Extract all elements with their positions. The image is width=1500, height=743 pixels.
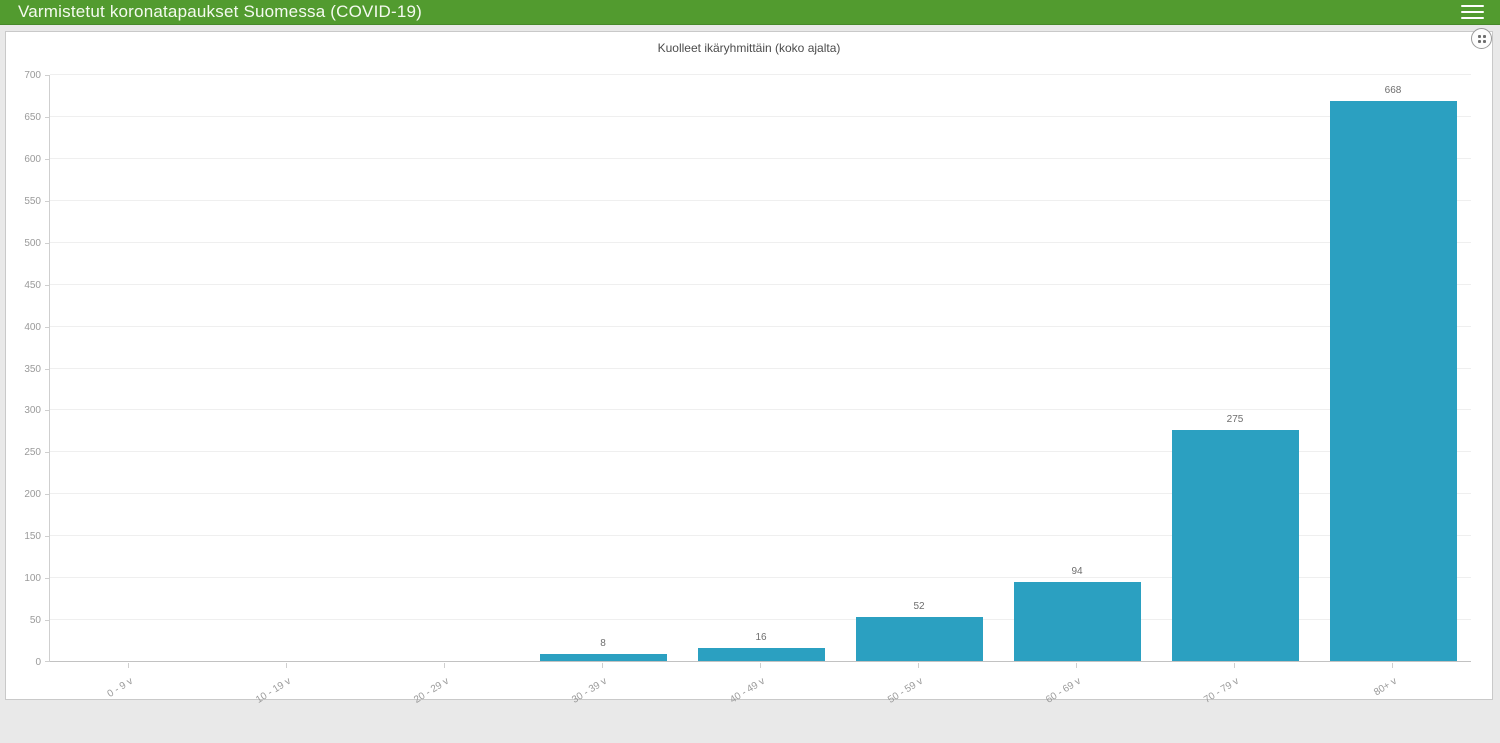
y-axis-tick [45, 536, 50, 538]
chart-card: Kuolleet ikäryhmittäin (koko ajalta) 0 50… [5, 28, 1493, 706]
x-axis-labels: 0 - 9 v 10 - 19 v 20 - 29 v 30 - 39 v 40 - 4… [49, 663, 1471, 706]
x-axis-tick-label: 80+ v [1372, 675, 1399, 699]
x-axis-tick-label: 0 - 9 v [105, 675, 135, 700]
bar-value-label: 16 [755, 631, 767, 643]
x-axis-tick-label: 40 - 49 v [728, 675, 767, 706]
x-axis-tick [918, 663, 919, 668]
y-axis-tick [45, 200, 50, 202]
y-axis-tick [45, 284, 50, 286]
x-axis-tick-label: 60 - 69 v [1044, 675, 1083, 706]
bar-80+v[interactable] [1329, 100, 1457, 661]
y-axis-tick [45, 158, 50, 160]
y-axis-tick-label: 250 [24, 447, 41, 459]
app-title: Varmistetut koronatapaukset Suomessa (CO… [18, 2, 423, 21]
plot-area: 8 16 52 94 275 668 [45, 74, 1471, 662]
y-axis-tick-label: 100 [24, 573, 41, 585]
y-axis-tick-label: 500 [24, 237, 41, 249]
y-axis-tick [45, 494, 50, 496]
x-axis-tick [602, 663, 603, 668]
bar-60-69v[interactable] [1013, 582, 1141, 661]
x-axis-tick [1076, 663, 1077, 668]
bar-value-label: 275 [1226, 414, 1244, 426]
y-axis-tick-label: 0 [35, 657, 41, 668]
bar-40-49v[interactable] [697, 647, 825, 661]
bar-30-39v[interactable] [539, 654, 667, 661]
x-axis-tick-label: 30 - 39 v [570, 675, 609, 706]
card-drag-handle-button[interactable] [1471, 28, 1492, 49]
bar-value-label: 668 [1384, 84, 1402, 96]
y-axis-tick [45, 410, 50, 412]
y-axis-tick-label: 300 [24, 405, 41, 417]
x-axis-tick-label: 10 - 19 v [254, 675, 293, 706]
y-axis-tick [45, 116, 50, 118]
gridline [50, 199, 1471, 201]
gridline [50, 74, 1471, 75]
x-axis-tick [760, 663, 761, 668]
gridline [50, 283, 1471, 285]
bar-value-label: 94 [1071, 566, 1083, 578]
y-axis-tick [45, 242, 50, 244]
y-axis-tick [45, 75, 50, 76]
hamburger-bar [1461, 5, 1484, 7]
x-axis-tick [444, 663, 445, 668]
y-axis-tick-label: 400 [24, 321, 41, 333]
gridline [50, 241, 1471, 243]
gridline [50, 409, 1471, 411]
y-axis-tick-label: 150 [24, 531, 41, 543]
y-axis-tick-label: 550 [24, 195, 41, 207]
y-axis-tick-label: 350 [24, 363, 41, 375]
x-axis-tick [1234, 663, 1235, 668]
chart-title: Kuolleet ikäryhmittäin (koko ajalta) [657, 41, 841, 55]
y-axis-tick [45, 326, 50, 328]
x-axis-tick [286, 663, 287, 668]
drag-handle-dots-icon [1477, 34, 1486, 43]
hamburger-bar [1461, 17, 1484, 19]
bar-value-label: 52 [913, 601, 925, 613]
y-axis-tick [45, 368, 50, 370]
y-axis-tick [45, 661, 50, 662]
gridline [50, 367, 1471, 369]
bar-70-79v[interactable] [1171, 430, 1299, 661]
x-axis-tick-label: 70 - 79 v [1202, 675, 1241, 706]
app-header: Varmistetut koronatapaukset Suomessa (CO… [0, 0, 1500, 25]
y-axis-tick-label: 600 [24, 153, 41, 165]
x-axis-tick-label: 20 - 29 v [412, 675, 451, 706]
x-axis-tick [1392, 663, 1393, 668]
gridline [50, 493, 1471, 495]
y-axis-tick-label: 450 [24, 279, 41, 291]
hamburger-bar [1461, 11, 1484, 13]
gridline [50, 451, 1471, 453]
y-axis-tick [45, 620, 50, 622]
y-axis-tick-label: 700 [24, 70, 41, 81]
bar-50-59v[interactable] [855, 617, 983, 661]
bar-value-label: 8 [600, 638, 606, 650]
y-axis-tick [45, 578, 50, 580]
y-axis-tick [45, 452, 50, 454]
gridline [50, 157, 1471, 159]
x-axis-tick [128, 663, 129, 668]
y-axis-tick-label: 650 [24, 111, 41, 123]
hamburger-menu-icon[interactable] [1461, 5, 1484, 20]
x-axis-tick-label: 50 - 59 v [886, 675, 925, 706]
y-axis-labels: 0 50 100 150 200 250 300 350 400 450 500 550 600 650 7… [8, 71, 44, 668]
gridline [50, 535, 1471, 537]
y-axis-tick-label: 200 [24, 489, 41, 501]
gridline [50, 325, 1471, 327]
gridline [50, 115, 1471, 117]
y-axis-tick-label: 50 [29, 615, 41, 627]
gridline [50, 577, 1471, 579]
gridline [50, 619, 1471, 621]
